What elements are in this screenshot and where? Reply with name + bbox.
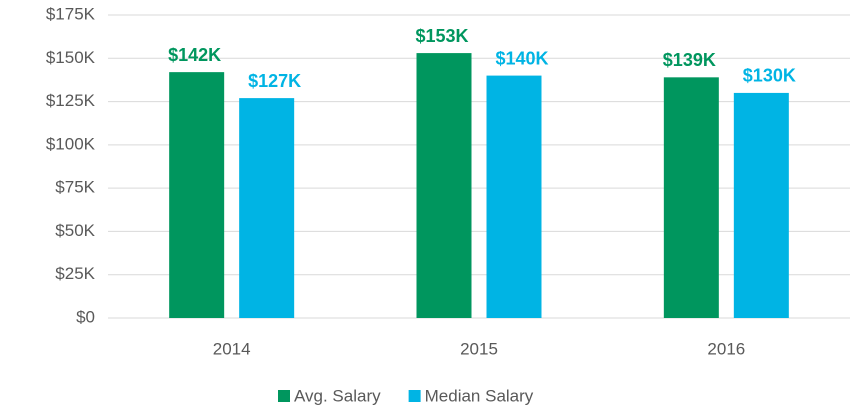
value-label: $130K bbox=[743, 66, 796, 86]
bar bbox=[169, 72, 225, 318]
x-tick-label: 2014 bbox=[213, 339, 251, 358]
value-label: $127K bbox=[248, 71, 301, 91]
bar bbox=[733, 92, 789, 319]
bar bbox=[486, 75, 542, 318]
legend-swatch bbox=[408, 390, 421, 402]
x-tick-label: 2015 bbox=[460, 339, 498, 358]
bar bbox=[416, 53, 472, 318]
value-label: $153K bbox=[415, 26, 468, 46]
y-tick-label: $100K bbox=[46, 134, 96, 153]
y-tick-label: $125K bbox=[46, 91, 96, 110]
y-tick-label: $25K bbox=[55, 264, 95, 283]
x-tick-label: 2016 bbox=[707, 339, 745, 358]
y-tick-label: $150K bbox=[46, 48, 96, 67]
bar bbox=[663, 77, 719, 319]
legend-swatch bbox=[278, 390, 290, 402]
y-tick-label: $175K bbox=[46, 4, 96, 23]
legend-label: Median Salary bbox=[425, 386, 534, 405]
value-label: $139K bbox=[663, 50, 716, 70]
value-label: $142K bbox=[168, 45, 221, 65]
y-tick-label: $0 bbox=[76, 307, 95, 326]
y-tick-label: $50K bbox=[55, 221, 95, 240]
y-tick-label: $75K bbox=[55, 178, 95, 197]
bar bbox=[239, 98, 295, 318]
legend-label: Avg. Salary bbox=[294, 386, 381, 405]
value-label: $140K bbox=[495, 48, 548, 68]
